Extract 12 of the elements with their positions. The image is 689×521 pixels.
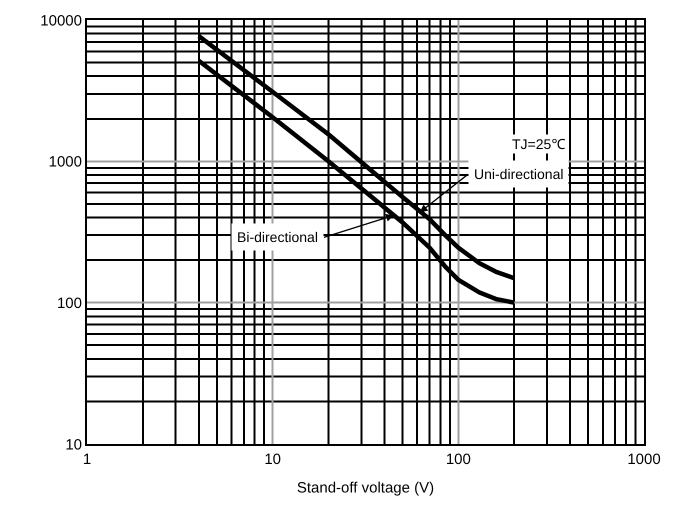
- annotation: TJ=25℃: [512, 136, 566, 152]
- x-tick-label: 1: [82, 451, 92, 468]
- y-tick-label: 100: [56, 294, 82, 312]
- x-axis-title: Stand-off voltage (V): [296, 480, 434, 496]
- x-tick-label: 10: [264, 451, 282, 468]
- x-tick-label: 100: [446, 451, 471, 468]
- x-tick-label: 1000: [627, 451, 661, 468]
- y-tick-label: 10: [65, 436, 82, 454]
- y-tick-label: 1000: [48, 154, 82, 171]
- annotation: Bi-directional: [237, 229, 318, 245]
- annotation: Uni-directional: [474, 166, 564, 182]
- y-tick-label: 10000: [40, 12, 82, 30]
